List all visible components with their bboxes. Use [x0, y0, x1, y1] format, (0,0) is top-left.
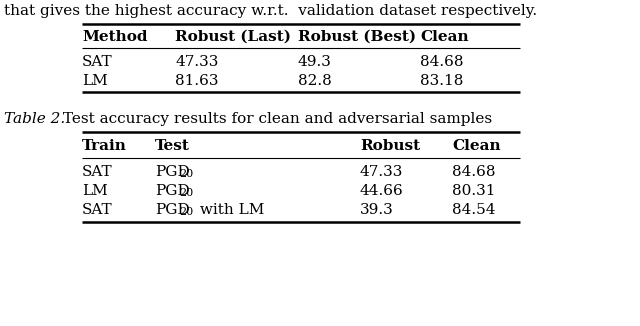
Text: 44.66: 44.66	[360, 184, 404, 198]
Text: 80.31: 80.31	[452, 184, 495, 198]
Text: SAT: SAT	[82, 165, 113, 179]
Text: Method: Method	[82, 30, 147, 44]
Text: PGD: PGD	[155, 184, 189, 198]
Text: LM: LM	[82, 184, 108, 198]
Text: PGD: PGD	[155, 165, 189, 179]
Text: that gives the highest accuracy w.r.t.  validation dataset respectively.: that gives the highest accuracy w.r.t. v…	[4, 4, 537, 18]
Text: Clean: Clean	[452, 139, 500, 153]
Text: SAT: SAT	[82, 203, 113, 217]
Text: 20: 20	[179, 188, 193, 198]
Text: Test accuracy results for clean and adversarial samples: Test accuracy results for clean and adve…	[58, 112, 492, 126]
Text: PGD: PGD	[155, 203, 189, 217]
Text: 20: 20	[179, 207, 193, 217]
Text: 82.8: 82.8	[298, 74, 332, 88]
Text: 47.33: 47.33	[175, 55, 218, 69]
Text: Train: Train	[82, 139, 127, 153]
Text: 47.33: 47.33	[360, 165, 403, 179]
Text: 20: 20	[179, 169, 193, 179]
Text: Robust (Best): Robust (Best)	[298, 30, 416, 44]
Text: 81.63: 81.63	[175, 74, 218, 88]
Text: Robust (Last): Robust (Last)	[175, 30, 291, 44]
Text: Robust: Robust	[360, 139, 420, 153]
Text: Table 2.: Table 2.	[4, 112, 65, 126]
Text: 49.3: 49.3	[298, 55, 332, 69]
Text: LM: LM	[82, 74, 108, 88]
Text: 84.54: 84.54	[452, 203, 495, 217]
Text: SAT: SAT	[82, 55, 113, 69]
Text: 84.68: 84.68	[420, 55, 463, 69]
Text: 84.68: 84.68	[452, 165, 495, 179]
Text: 39.3: 39.3	[360, 203, 394, 217]
Text: Test: Test	[155, 139, 190, 153]
Text: 83.18: 83.18	[420, 74, 463, 88]
Text: with LM: with LM	[195, 203, 264, 217]
Text: Clean: Clean	[420, 30, 468, 44]
